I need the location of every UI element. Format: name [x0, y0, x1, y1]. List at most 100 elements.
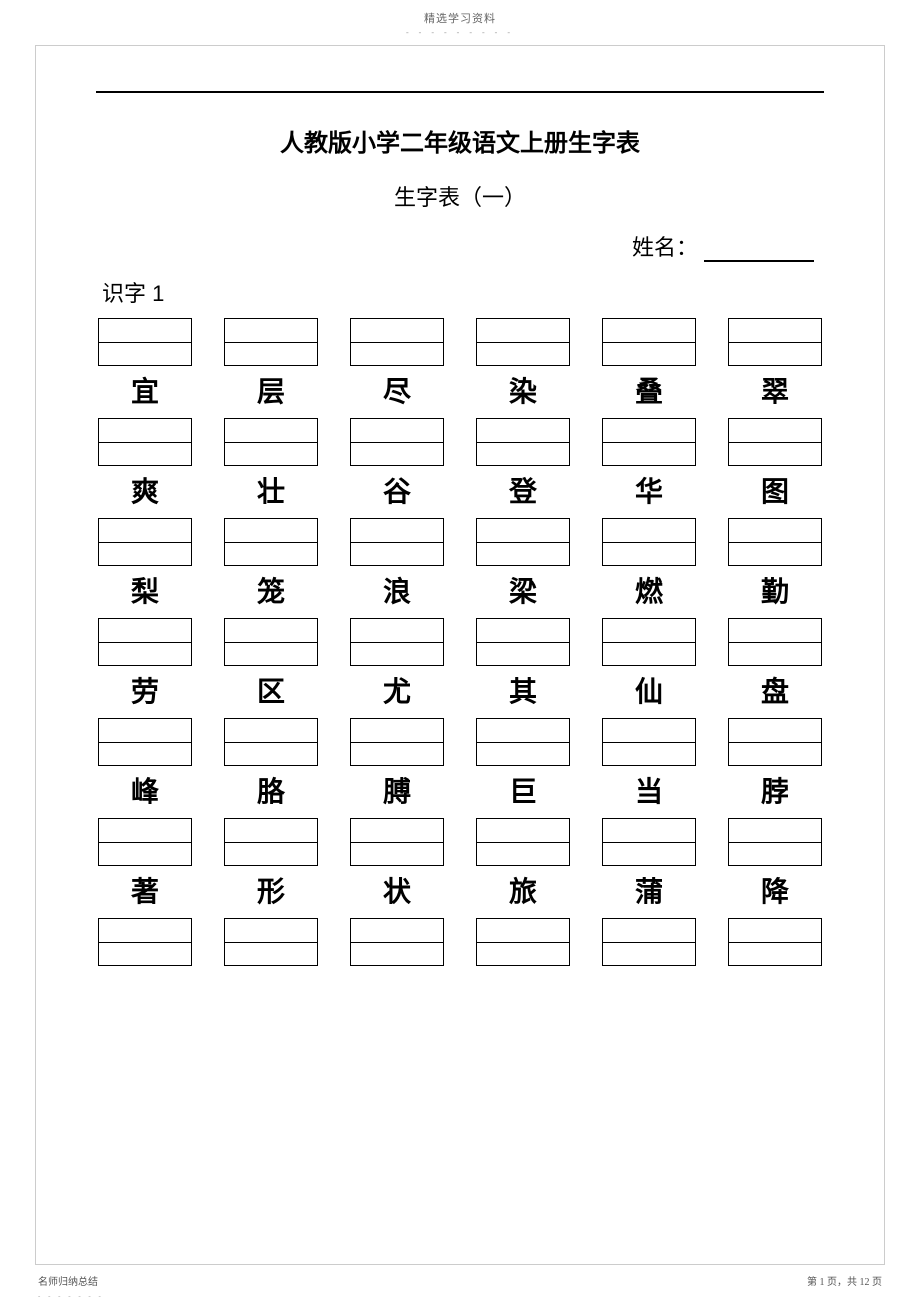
- character-cell: 宜: [96, 318, 194, 418]
- footer-right: 第 1 页，共 12 页: [807, 1273, 882, 1288]
- character-glyph: 宜: [131, 374, 159, 410]
- character-cell: 叠: [600, 318, 698, 418]
- practice-box: [728, 518, 822, 566]
- character-glyph: 胳: [257, 774, 285, 810]
- character-glyph: 脖: [761, 774, 789, 810]
- page-header-dots: - - - - - - - - -: [0, 28, 920, 45]
- practice-box: [602, 718, 696, 766]
- practice-box: [476, 618, 570, 666]
- practice-box: [476, 318, 570, 366]
- character-glyph: 图: [761, 474, 789, 510]
- practice-box: [98, 818, 192, 866]
- practice-box: [728, 618, 822, 666]
- character-cell-empty: [348, 918, 446, 1018]
- practice-box: [350, 918, 444, 966]
- character-cell: 笼: [222, 518, 320, 618]
- character-glyph: 峰: [131, 774, 159, 810]
- practice-box: [602, 618, 696, 666]
- document-sheet: 人教版小学二年级语文上册生字表 生字表（一） 姓名： 识字 1 宜层尽染叠翠爽壮…: [35, 45, 885, 1265]
- document-title: 人教版小学二年级语文上册生字表: [96, 123, 824, 158]
- character-glyph: 仙: [635, 674, 663, 710]
- character-cell: 巨: [474, 718, 572, 818]
- character-glyph: 当: [635, 774, 663, 810]
- character-cell: 图: [726, 418, 824, 518]
- character-cell: 尤: [348, 618, 446, 718]
- character-cell: 脖: [726, 718, 824, 818]
- character-cell: 梨: [96, 518, 194, 618]
- character-cell: 谷: [348, 418, 446, 518]
- character-cell: 燃: [600, 518, 698, 618]
- practice-box: [224, 718, 318, 766]
- character-glyph: 旅: [509, 874, 537, 910]
- character-cell: 壮: [222, 418, 320, 518]
- practice-box: [224, 918, 318, 966]
- character-glyph: 翠: [761, 374, 789, 410]
- section-label: 识字 1: [96, 276, 824, 308]
- practice-box: [224, 818, 318, 866]
- character-glyph: 勤: [761, 574, 789, 610]
- practice-box: [350, 718, 444, 766]
- character-glyph: 登: [509, 474, 537, 510]
- character-glyph: 谷: [383, 474, 411, 510]
- practice-box: [224, 318, 318, 366]
- practice-box: [728, 818, 822, 866]
- page-footer: 名师归纳总结 第 1 页，共 12 页: [0, 1265, 920, 1292]
- practice-box: [350, 318, 444, 366]
- character-cell: 状: [348, 818, 446, 918]
- practice-box: [602, 318, 696, 366]
- character-glyph: 蒲: [635, 874, 663, 910]
- character-glyph: 叠: [635, 374, 663, 410]
- character-cell: 降: [726, 818, 824, 918]
- character-cell: 其: [474, 618, 572, 718]
- practice-box: [350, 618, 444, 666]
- character-glyph: 巨: [509, 774, 537, 810]
- character-glyph: 浪: [383, 574, 411, 610]
- practice-box: [224, 618, 318, 666]
- character-glyph: 壮: [257, 474, 285, 510]
- character-cell-empty: [222, 918, 320, 1018]
- character-glyph: 梁: [509, 574, 537, 610]
- practice-box: [602, 418, 696, 466]
- footer-dots: - - - - - - -: [0, 1292, 920, 1300]
- practice-box: [476, 518, 570, 566]
- practice-box: [728, 718, 822, 766]
- character-cell: 勤: [726, 518, 824, 618]
- character-grid: 宜层尽染叠翠爽壮谷登华图梨笼浪梁燃勤劳区尤其仙盘峰胳膊巨当脖著形状旅蒲降: [96, 318, 824, 1018]
- character-cell: 染: [474, 318, 572, 418]
- practice-box: [602, 518, 696, 566]
- character-cell: 膊: [348, 718, 446, 818]
- practice-box: [98, 518, 192, 566]
- character-cell: 翠: [726, 318, 824, 418]
- character-cell: 层: [222, 318, 320, 418]
- practice-box: [98, 418, 192, 466]
- character-cell-empty: [726, 918, 824, 1018]
- character-cell: 著: [96, 818, 194, 918]
- character-glyph: 降: [761, 874, 789, 910]
- practice-box: [98, 618, 192, 666]
- character-cell-empty: [474, 918, 572, 1018]
- character-cell: 登: [474, 418, 572, 518]
- practice-box: [476, 418, 570, 466]
- practice-box: [98, 718, 192, 766]
- character-cell: 当: [600, 718, 698, 818]
- footer-left: 名师归纳总结: [38, 1273, 98, 1288]
- practice-box: [602, 818, 696, 866]
- practice-box: [98, 918, 192, 966]
- character-cell: 形: [222, 818, 320, 918]
- page-header-text: 精选学习资料: [0, 0, 920, 28]
- character-cell: 华: [600, 418, 698, 518]
- character-glyph: 形: [257, 874, 285, 910]
- character-cell: 旅: [474, 818, 572, 918]
- name-blank: [704, 260, 814, 262]
- character-glyph: 华: [635, 474, 663, 510]
- practice-box: [476, 918, 570, 966]
- character-cell: 尽: [348, 318, 446, 418]
- practice-box: [224, 518, 318, 566]
- character-glyph: 梨: [131, 574, 159, 610]
- character-cell: 仙: [600, 618, 698, 718]
- character-glyph: 尽: [383, 374, 411, 410]
- character-glyph: 层: [257, 374, 285, 410]
- practice-box: [728, 318, 822, 366]
- character-cell-empty: [600, 918, 698, 1018]
- character-cell: 浪: [348, 518, 446, 618]
